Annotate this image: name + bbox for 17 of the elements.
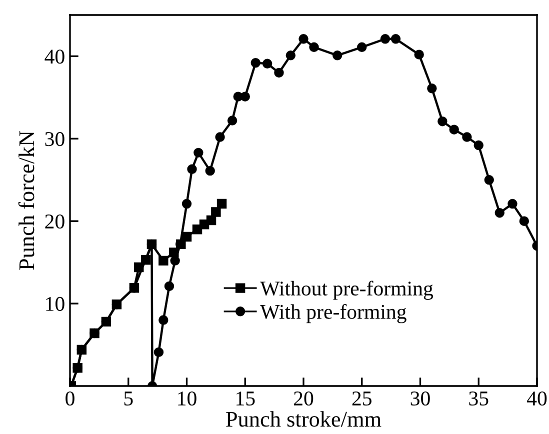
x-tick-label: 20 — [294, 391, 314, 406]
x-tick-label: 30 — [410, 391, 430, 406]
y-tick-label: 20 — [45, 214, 64, 229]
y-tick-label: 10 — [46, 296, 64, 311]
legend-label: With pre-forming — [260, 304, 406, 324]
y-tick-label: 30 — [45, 132, 64, 146]
x-tick-label: 15 — [236, 392, 255, 406]
x-tick-label: 5 — [124, 392, 133, 406]
x-tick-label: 0 — [66, 391, 74, 406]
x-tick-label: 40 — [526, 391, 547, 406]
y-tick-label: 40 — [44, 50, 64, 64]
x-axis-title: Punch stroke/mm — [226, 411, 382, 427]
x-tick-label: 10 — [178, 391, 196, 406]
x-tick-label: 25 — [352, 392, 372, 406]
y-axis-title: Punch force/kN — [18, 130, 34, 270]
x-tick-label: 35 — [469, 392, 488, 406]
legend-label: Without pre-forming — [260, 280, 434, 300]
